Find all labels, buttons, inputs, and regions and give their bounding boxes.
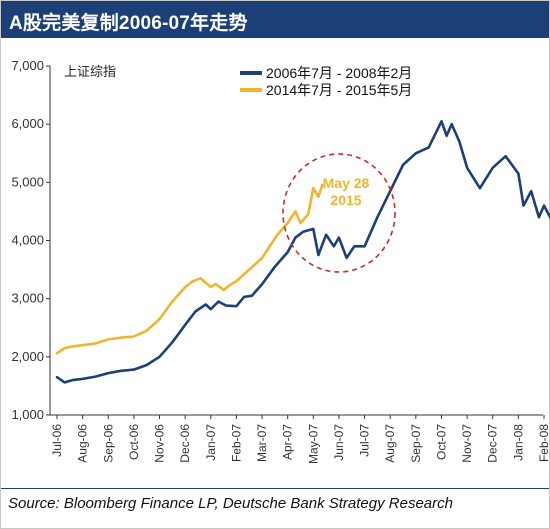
legend-label-2: 2014年7月 - 2015年5月 xyxy=(266,82,412,98)
x-tick-label: Mar-07 xyxy=(255,424,269,462)
y-tick-label: 7,000 xyxy=(11,58,44,73)
annotation: May 28 2015 xyxy=(282,153,396,273)
x-tick-label: Nov-06 xyxy=(153,424,167,463)
source-note: Source: Bloomberg Finance LP, Deutsche B… xyxy=(8,495,453,512)
y-axis: 1,000 2,000 3,000 4,000 5,000 6,000 7,000 xyxy=(11,58,51,422)
y-tick-label: 3,000 xyxy=(11,291,44,306)
x-tick-label: Apr-07 xyxy=(281,424,295,460)
x-tick-label: Dec-07 xyxy=(486,424,500,463)
x-tick-label: Oct-07 xyxy=(434,424,448,460)
x-tick-label: May-07 xyxy=(306,424,320,464)
series-layer xyxy=(55,120,550,384)
x-tick-label: Aug-06 xyxy=(76,424,90,463)
x-tick-label: Oct-06 xyxy=(127,424,141,460)
x-tick-label: Aug-07 xyxy=(383,424,397,463)
legend-label-1: 2006年7月 - 2008年2月 xyxy=(266,65,412,81)
x-tick-label: Sep-06 xyxy=(101,424,115,463)
x-tick-label: Jul-07 xyxy=(358,424,372,457)
x-tick-label: Jul-06 xyxy=(50,424,64,457)
y-tick-label: 2,000 xyxy=(11,349,44,364)
x-tick-label: Jan-08 xyxy=(511,424,525,461)
x-tick-label: Sep-07 xyxy=(409,424,423,463)
series-line-1 xyxy=(55,120,550,384)
x-tick-label: Nov-07 xyxy=(460,424,474,463)
x-tick-label: Feb-08 xyxy=(537,424,550,462)
annotation-line-1: May 28 xyxy=(323,175,370,191)
y-tick-label: 5,000 xyxy=(11,174,44,189)
title-bar: A股完美复制2006-07年走势 xyxy=(1,1,549,38)
chart-title: A股完美复制2006-07年走势 xyxy=(9,13,248,34)
x-tick-label: Feb-07 xyxy=(229,424,243,462)
x-axis: Jul-06 Aug-06 Sep-06 Oct-06 Nov-06 Dec-06 Jan-… xyxy=(50,414,550,464)
annotation-line-2: 2015 xyxy=(330,192,361,208)
x-tick-label: Jun-07 xyxy=(332,424,346,461)
x-tick-label: Dec-06 xyxy=(178,424,192,463)
y-tick-label: 4,000 xyxy=(11,233,44,248)
y-tick-label: 6,000 xyxy=(11,116,44,131)
y-tick-label: 1,000 xyxy=(11,407,44,422)
annotation-circle xyxy=(282,153,396,273)
y-axis-label: 上证综指 xyxy=(64,64,116,79)
x-tick-label: Jan-07 xyxy=(204,424,218,461)
series-line-2 xyxy=(55,183,324,355)
source-divider xyxy=(1,488,549,489)
